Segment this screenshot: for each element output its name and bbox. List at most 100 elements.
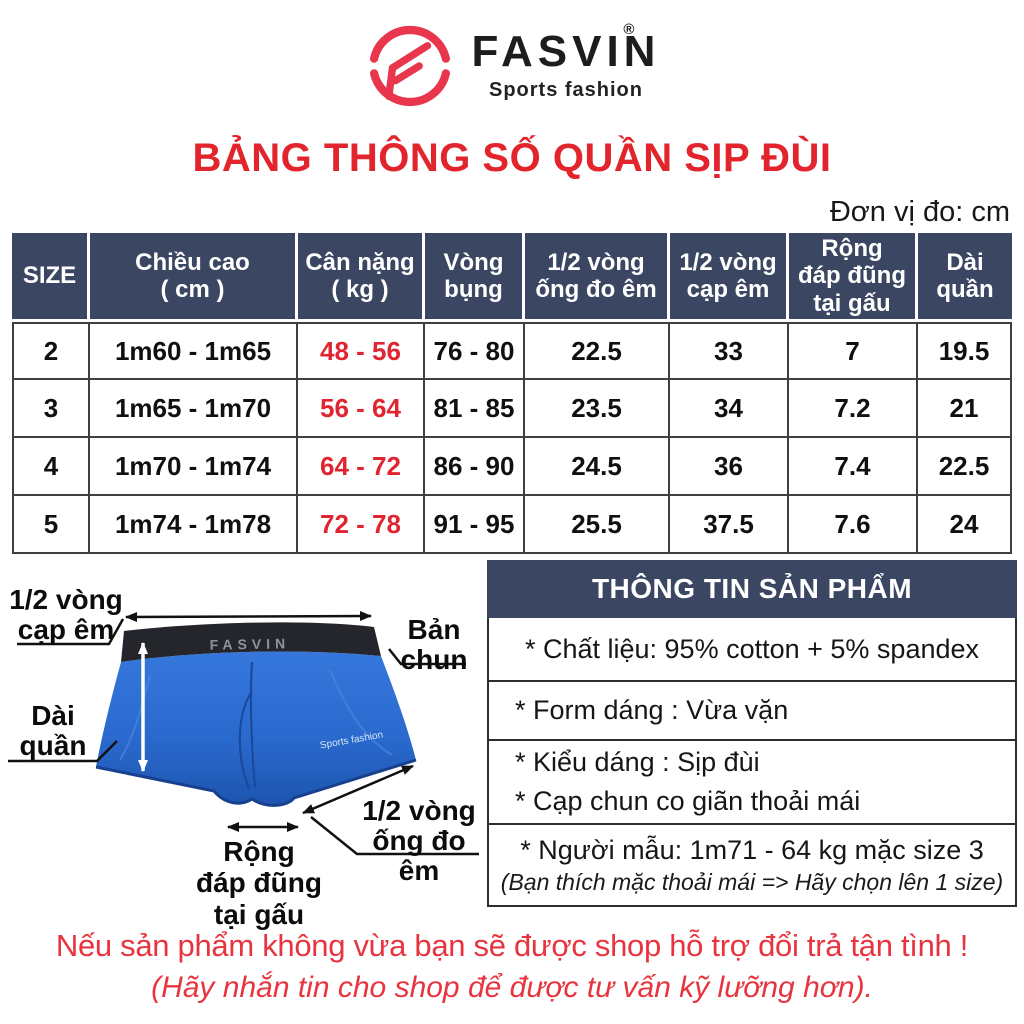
header-line: cạp êm — [686, 276, 770, 303]
logo-f-mid-stroke — [391, 62, 423, 85]
footer-consult-text: (Hãy nhắn tin cho shop để được tư vấn kỹ… — [151, 971, 873, 1004]
label-line: Dài — [31, 700, 75, 731]
label-length: Dài quần — [6, 701, 100, 761]
table-cell: 81 - 85 — [425, 380, 525, 438]
table-cell: 3 — [12, 380, 90, 438]
shorts-hem-shadow — [95, 758, 417, 807]
size-table-body: 2 1m60 - 1m65 48 - 56 76 - 80 22.5 33 7 … — [12, 322, 1012, 554]
info-style-block: * Kiểu dáng : Sịp đùi * Cạp chun co giãn… — [489, 741, 1015, 825]
table-cell: 34 — [670, 380, 789, 438]
logo-circle-top-arc — [369, 25, 450, 63]
info-style: * Kiểu dáng : Sịp đùi — [515, 747, 760, 777]
table-cell: 24 — [918, 496, 1012, 554]
table-cell: 22.5 — [918, 438, 1012, 496]
header-line: Dài — [946, 248, 984, 276]
logo-f-stem-stroke — [384, 64, 396, 101]
table-cell: 7.2 — [789, 380, 918, 438]
table-cell: 76 - 80 — [425, 322, 525, 380]
label-line: quần — [19, 729, 87, 761]
table-cell: 33 — [670, 322, 789, 380]
info-waistband: * Cạp chun co giãn thoải mái — [515, 786, 861, 816]
label-elastic-band: Bản chun — [394, 615, 474, 675]
table-cell: 1m65 - 1m70 — [90, 380, 298, 438]
table-cell: 64 - 72 — [298, 438, 425, 496]
info-model-note: (Bạn thích mặc thoải mái => Hãy chọn lên… — [500, 868, 1004, 895]
header-line: quần — [936, 276, 994, 303]
table-row: 2 1m60 - 1m65 48 - 56 76 - 80 22.5 33 7 … — [12, 322, 1012, 380]
brand-text-block: FASVIN ® Sports fashion — [471, 21, 661, 102]
header-line: đáp đũng — [798, 262, 906, 290]
table-cell: 1m70 - 1m74 — [90, 438, 298, 496]
header-size: SIZE — [12, 233, 90, 319]
header-line: Chiều cao — [135, 248, 250, 276]
leg-opening-arrow — [302, 764, 414, 815]
table-cell: 7.4 — [789, 438, 918, 496]
table-cell: 72 - 78 — [298, 496, 425, 554]
table-cell: 7.6 — [789, 496, 918, 554]
leader-cap — [17, 618, 125, 646]
table-cell: 7 — [789, 322, 918, 380]
leader-ong-do — [310, 816, 479, 856]
logo-circle-bottom-arc — [369, 69, 450, 107]
table-cell: 86 - 90 — [425, 438, 525, 496]
info-material: * Chất liệu: 95% cotton + 5% spandex — [489, 618, 1015, 682]
label-line: chun — [400, 643, 468, 675]
header-waist: Vòng bụng — [425, 233, 525, 319]
size-table: SIZE Chiều cao ( cm ) Cân nặng ( kg ) Vò… — [12, 233, 1012, 554]
header-waistband-half: 1/2 vòng cạp êm — [670, 233, 789, 319]
header-line: 1/2 vòng — [679, 248, 777, 276]
label-waistband-half: 1/2 vòng cạp êm — [8, 585, 124, 645]
label-gusset-width: Rộng đáp đũng tại gấu — [190, 836, 328, 930]
table-row: 4 1m70 - 1m74 64 - 72 86 - 90 24.5 36 7.… — [12, 438, 1012, 496]
info-model: * Người mẫu: 1m71 - 64 kg mặc size 3 — [520, 834, 984, 865]
product-info-title: THÔNG TIN SẢN PHẨM — [487, 560, 1017, 618]
header-line: tại gấu — [813, 289, 891, 317]
label-leg-opening-half: 1/2 vòng ống đo êm — [350, 796, 488, 886]
unit-note: Đơn vị đo: cm — [829, 196, 1010, 228]
product-info-body: * Chất liệu: 95% cotton + 5% spandex * F… — [487, 618, 1017, 907]
waist-arrow — [125, 611, 372, 622]
table-cell: 36 — [670, 438, 789, 496]
header-line: ( cm ) — [160, 276, 225, 303]
header-leg-opening: 1/2 vòng ống đo êm — [525, 233, 670, 319]
table-cell: 48 - 56 — [298, 322, 425, 380]
header-line: bụng — [444, 276, 503, 303]
brand-logo: FASVIN ® Sports fashion — [0, 20, 1024, 112]
product-info-box: THÔNG TIN SẢN PHẨM * Chất liệu: 95% cott… — [487, 560, 1017, 907]
leader-ban-chun — [388, 648, 466, 666]
header-height: Chiều cao ( cm ) — [90, 233, 298, 319]
table-cell: 56 - 64 — [298, 380, 425, 438]
table-cell: 24.5 — [525, 438, 670, 496]
label-line: ống đo êm — [372, 824, 466, 886]
boxer-shorts-photo: FASVIN Sports fashion — [8, 611, 479, 856]
shorts-crease-right — [329, 669, 393, 756]
label-line: Rộng — [223, 836, 295, 867]
header-gusset: Rộng đáp đũng tại gấu — [789, 233, 918, 319]
measurement-diagram: FASVIN Sports fashion 1/2 vòng cạp êm Bả… — [0, 555, 492, 930]
table-cell: 4 — [12, 438, 90, 496]
fasvin-logo-icon — [369, 25, 450, 107]
header-line: SIZE — [22, 262, 77, 290]
label-line: 1/2 vòng — [9, 584, 123, 615]
header-length: Dài quần — [918, 233, 1012, 319]
brand-tagline: Sports fashion — [488, 79, 643, 101]
label-line: cạp êm — [17, 613, 115, 645]
waistband-logo-text: FASVIN — [209, 635, 290, 652]
header-line: 1/2 vòng — [547, 248, 645, 276]
info-model-block: * Người mẫu: 1m71 - 64 kg mặc size 3 (Bạ… — [489, 825, 1015, 905]
info-form: * Form dáng : Vừa vặn — [489, 682, 1015, 741]
label-line: Bản — [407, 614, 461, 645]
table-cell: 1m60 - 1m65 — [90, 322, 298, 380]
table-row: 3 1m65 - 1m70 56 - 64 81 - 85 23.5 34 7.… — [12, 380, 1012, 438]
header-line: Rộng — [821, 234, 883, 262]
label-line: 1/2 vòng — [362, 795, 476, 826]
brand-name: FASVIN — [471, 27, 661, 76]
shorts-center-seam — [250, 661, 256, 788]
header-line: Cân nặng — [305, 248, 415, 276]
table-cell: 5 — [12, 496, 90, 554]
page-title: BẢNG THÔNG SỐ QUẦN SỊP ĐÙI — [192, 136, 832, 180]
header-weight: Cân nặng ( kg ) — [298, 233, 425, 319]
label-line: đáp đũng — [196, 867, 322, 899]
footer-support-text: Nếu sản phẩm không vừa bạn sẽ được shop … — [55, 928, 969, 963]
